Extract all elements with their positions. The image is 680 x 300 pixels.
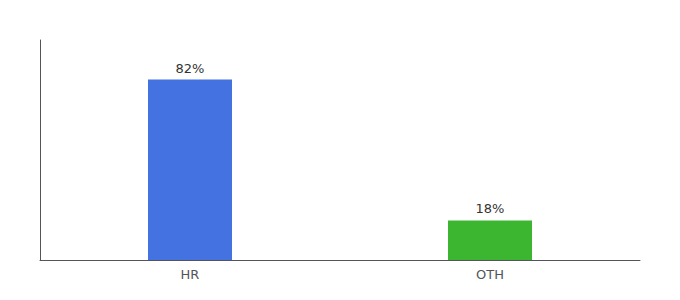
svg-text:82%: 82% (176, 61, 205, 76)
svg-text:OTH: OTH (476, 267, 504, 282)
svg-text:HR: HR (181, 267, 200, 282)
svg-text:18%: 18% (476, 201, 505, 216)
